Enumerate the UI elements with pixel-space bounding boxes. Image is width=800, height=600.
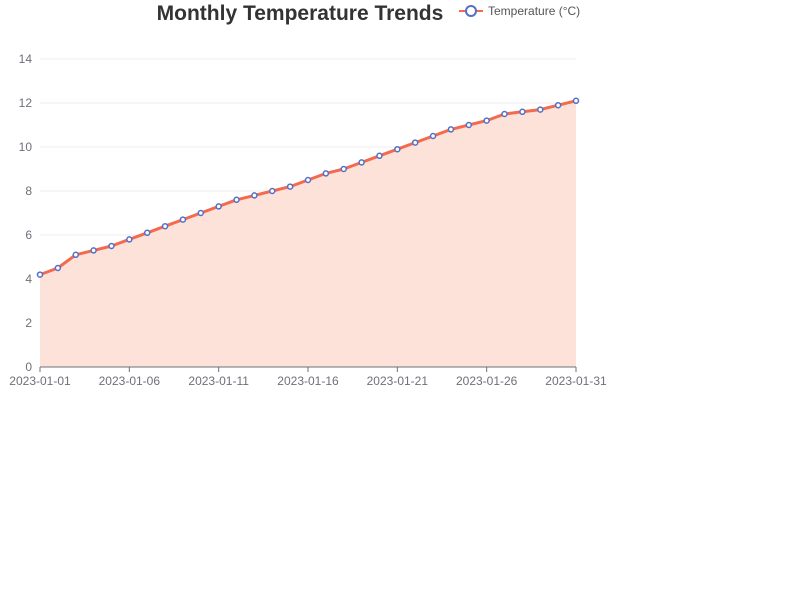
data-point: [572, 97, 580, 105]
x-tick-label: 2023-01-11: [188, 374, 249, 388]
y-tick-label: 14: [19, 52, 33, 66]
data-point: [501, 110, 508, 118]
y-tick-label: 2: [25, 316, 32, 330]
markers: [36, 97, 580, 278]
data-point: [358, 159, 365, 166]
area-layer: [40, 100, 576, 368]
y-tick-label: 6: [25, 228, 32, 242]
y-tick-label: 4: [25, 272, 32, 286]
data-point: [161, 222, 169, 230]
data-point: [537, 106, 544, 113]
x-tick-label: 2023-01-21: [367, 374, 429, 388]
data-point: [376, 152, 383, 160]
data-point: [54, 264, 62, 272]
data-point: [519, 108, 526, 116]
data-point: [411, 139, 419, 146]
data-point: [36, 271, 44, 278]
y-axis-ticks: 0 2 4 6 8 10 12 14: [19, 52, 33, 374]
x-axis-ticks: 2023-01-01 2023-01-06 2023-01-11 2023-01-16…: [9, 374, 607, 388]
y-tick-label: 12: [19, 96, 33, 110]
data-point: [429, 132, 437, 140]
y-tick-label: 0: [25, 360, 32, 374]
data-point: [90, 247, 97, 254]
chart-title: Monthly Temperature Trends: [157, 2, 444, 25]
data-point: [108, 242, 115, 250]
x-axis: [39, 366, 577, 372]
data-point: [251, 192, 258, 199]
data-point: [465, 121, 473, 129]
data-point: [322, 170, 330, 177]
data-point: [394, 145, 401, 153]
data-point: [197, 209, 205, 217]
y-tick-label: 8: [25, 184, 32, 198]
legend[interactable]: Temperature (°C): [459, 4, 580, 18]
series-area: [40, 100, 576, 368]
data-point: [304, 176, 312, 184]
x-tick-label: 2023-01-06: [99, 374, 161, 388]
x-tick-label: 2023-01-31: [545, 374, 607, 388]
legend-label: Temperature (°C): [488, 4, 580, 18]
x-tick-label: 2023-01-16: [277, 374, 339, 388]
data-point: [269, 187, 276, 195]
x-tick-label: 2023-01-01: [9, 374, 71, 388]
legend-marker-icon: [465, 5, 477, 17]
data-point: [179, 216, 187, 223]
data-point: [126, 236, 133, 243]
data-point: [233, 196, 240, 204]
data-point: [72, 251, 79, 259]
data-point: [340, 165, 347, 173]
data-point: [286, 183, 294, 190]
data-point: [143, 229, 151, 237]
data-point: [215, 203, 222, 210]
x-tick-label: 2023-01-26: [456, 374, 518, 388]
data-point: [483, 117, 490, 124]
y-tick-label: 10: [19, 140, 33, 154]
data-point: [554, 101, 562, 109]
data-point: [447, 126, 455, 133]
